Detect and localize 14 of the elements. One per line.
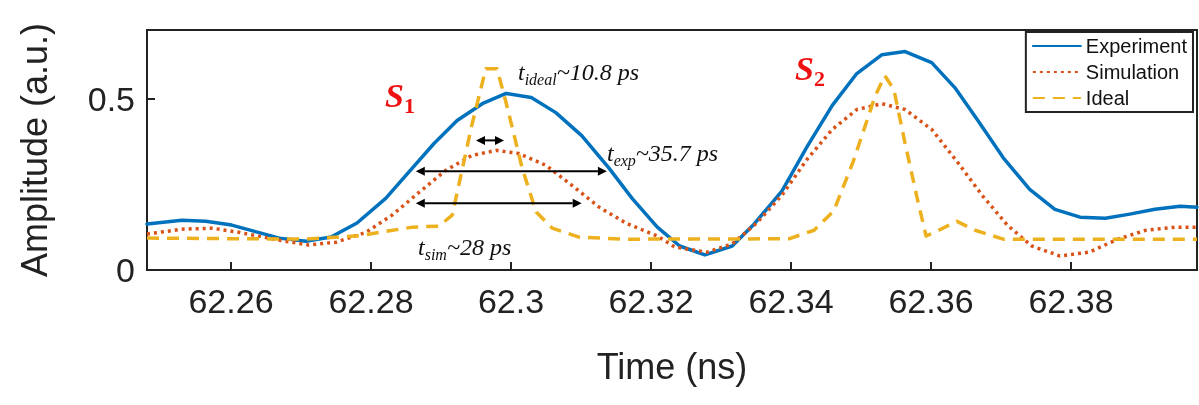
y-axis-title: Amplitude (a.u.) — [13, 22, 55, 278]
x-tick-label: 62.34 — [748, 282, 834, 320]
x-tick-label: 62.32 — [608, 282, 694, 320]
legend-label: Experiment — [1085, 35, 1188, 57]
x-tick-label: 62.38 — [1028, 282, 1114, 320]
x-tick-label: 62.28 — [328, 282, 414, 320]
x-tick-label: 62.3 — [477, 282, 545, 320]
y-tick-label: 0 — [116, 251, 135, 289]
y-tick-label: 0.5 — [87, 79, 135, 118]
x-tick-label: 62.36 — [888, 282, 974, 320]
legend-label: Ideal — [1085, 87, 1130, 109]
x-axis-title: Time (ns) — [596, 345, 748, 387]
legend-label: Simulation — [1085, 61, 1180, 83]
x-tick-label: 62.26 — [188, 282, 274, 320]
